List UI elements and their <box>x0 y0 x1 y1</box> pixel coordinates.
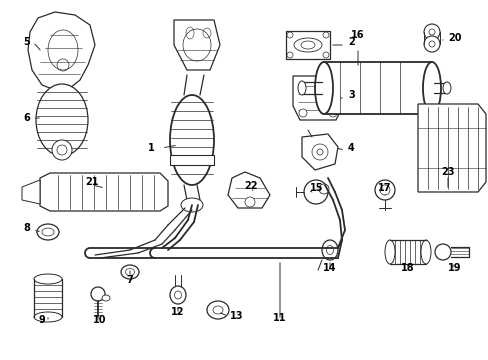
Polygon shape <box>22 180 40 204</box>
Text: 17: 17 <box>378 183 391 193</box>
Ellipse shape <box>293 38 321 52</box>
Circle shape <box>244 197 254 207</box>
Text: 14: 14 <box>323 263 336 273</box>
Polygon shape <box>227 172 269 208</box>
Text: 20: 20 <box>447 33 461 43</box>
Text: 7: 7 <box>126 275 133 285</box>
Ellipse shape <box>42 228 54 236</box>
Ellipse shape <box>297 81 305 95</box>
Bar <box>285 31 329 59</box>
Circle shape <box>286 32 292 38</box>
Circle shape <box>374 180 394 200</box>
Text: 10: 10 <box>93 315 106 325</box>
Text: 16: 16 <box>350 30 364 40</box>
Ellipse shape <box>181 198 203 212</box>
Ellipse shape <box>213 306 223 314</box>
Text: 13: 13 <box>229 311 243 321</box>
Polygon shape <box>417 104 485 192</box>
Text: 15: 15 <box>309 183 323 193</box>
Circle shape <box>298 109 306 117</box>
Polygon shape <box>302 134 337 170</box>
Text: 3: 3 <box>347 90 354 100</box>
Text: 18: 18 <box>400 263 414 273</box>
Ellipse shape <box>442 82 450 94</box>
Circle shape <box>423 24 439 40</box>
Circle shape <box>434 244 450 260</box>
Text: 1: 1 <box>148 143 155 153</box>
Text: 9: 9 <box>39 315 45 325</box>
Circle shape <box>323 52 328 58</box>
Circle shape <box>328 109 336 117</box>
Ellipse shape <box>301 41 314 49</box>
Ellipse shape <box>102 295 110 301</box>
Circle shape <box>57 145 67 155</box>
Ellipse shape <box>422 62 440 114</box>
Ellipse shape <box>37 224 59 240</box>
Polygon shape <box>40 173 168 211</box>
Circle shape <box>91 287 105 301</box>
Text: 12: 12 <box>171 307 184 317</box>
Bar <box>324 62 431 114</box>
Ellipse shape <box>326 246 333 255</box>
Circle shape <box>304 180 327 204</box>
Circle shape <box>379 185 389 195</box>
Ellipse shape <box>170 286 185 304</box>
Ellipse shape <box>384 240 394 264</box>
Circle shape <box>52 140 72 160</box>
Ellipse shape <box>206 301 228 319</box>
Text: 21: 21 <box>85 177 99 187</box>
Ellipse shape <box>121 265 139 279</box>
Text: 22: 22 <box>244 181 258 191</box>
Text: 5: 5 <box>23 37 30 47</box>
Circle shape <box>286 52 292 58</box>
Circle shape <box>318 184 328 194</box>
Circle shape <box>423 36 439 52</box>
Text: 6: 6 <box>23 113 30 123</box>
Text: 2: 2 <box>347 37 354 47</box>
Circle shape <box>428 29 434 35</box>
Text: 11: 11 <box>273 313 286 323</box>
Bar <box>170 155 214 165</box>
Ellipse shape <box>36 84 88 156</box>
Ellipse shape <box>174 291 181 299</box>
Ellipse shape <box>125 269 134 275</box>
Circle shape <box>316 149 323 155</box>
Ellipse shape <box>170 95 214 185</box>
Ellipse shape <box>314 62 332 114</box>
Ellipse shape <box>420 240 430 264</box>
Circle shape <box>428 41 434 47</box>
Ellipse shape <box>34 312 62 322</box>
Polygon shape <box>292 76 342 120</box>
Text: 23: 23 <box>440 167 454 177</box>
Text: 19: 19 <box>447 263 461 273</box>
Ellipse shape <box>34 274 62 284</box>
Text: 8: 8 <box>23 223 30 233</box>
Text: 4: 4 <box>347 143 354 153</box>
Ellipse shape <box>321 240 337 260</box>
Polygon shape <box>28 12 95 90</box>
Polygon shape <box>174 20 220 70</box>
Circle shape <box>311 144 327 160</box>
Circle shape <box>323 32 328 38</box>
